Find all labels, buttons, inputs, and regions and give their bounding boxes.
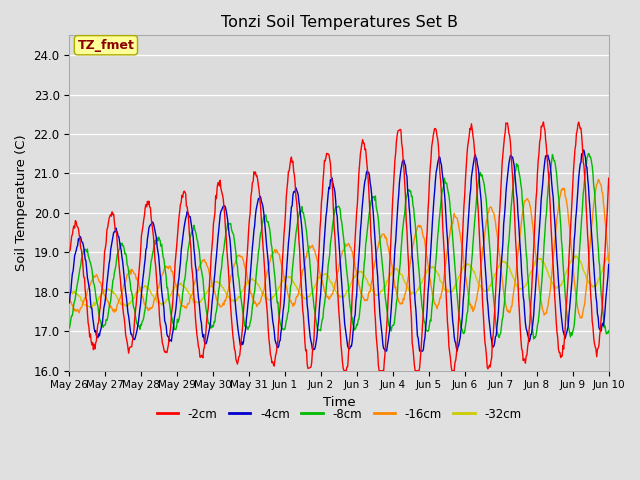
Title: Tonzi Soil Temperatures Set B: Tonzi Soil Temperatures Set B xyxy=(221,15,458,30)
X-axis label: Time: Time xyxy=(323,396,355,409)
Text: TZ_fmet: TZ_fmet xyxy=(77,39,134,52)
Y-axis label: Soil Temperature (C): Soil Temperature (C) xyxy=(15,135,28,271)
Legend: -2cm, -4cm, -8cm, -16cm, -32cm: -2cm, -4cm, -8cm, -16cm, -32cm xyxy=(152,403,526,425)
